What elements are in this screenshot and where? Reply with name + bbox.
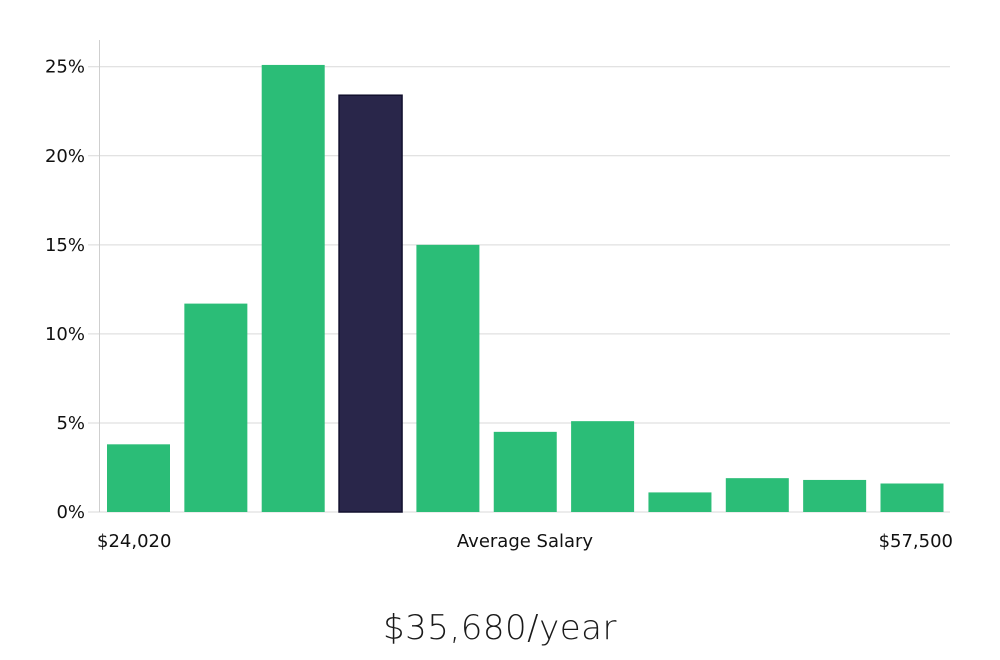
x-label-min: $24,020 bbox=[97, 531, 171, 552]
bar bbox=[493, 431, 557, 512]
y-tick-label: 10% bbox=[45, 324, 85, 345]
salary-histogram: 0%5%10%15%20%25% $24,020 Average Salary … bbox=[45, 40, 953, 552]
x-label-max: $57,500 bbox=[879, 531, 953, 552]
bar bbox=[184, 303, 248, 512]
bar bbox=[725, 478, 789, 512]
y-tick-label: 25% bbox=[45, 57, 85, 78]
bar bbox=[571, 421, 635, 512]
bar bbox=[261, 64, 325, 512]
y-tick-label: 15% bbox=[45, 235, 85, 256]
bars bbox=[107, 64, 944, 513]
bar bbox=[107, 444, 170, 512]
average-salary-value: $35,680/year bbox=[383, 608, 617, 648]
bar bbox=[803, 479, 867, 512]
bar bbox=[648, 492, 712, 512]
y-tick-label: 20% bbox=[45, 146, 85, 167]
y-tick-label: 5% bbox=[56, 413, 85, 434]
y-tick-label: 0% bbox=[56, 502, 85, 523]
bar bbox=[880, 483, 944, 512]
x-axis-title: Average Salary bbox=[457, 531, 594, 552]
bar-highlighted bbox=[338, 94, 403, 513]
bar bbox=[416, 244, 480, 512]
y-axis-ticks: 0% 5% 10% 15% 20% 25% bbox=[45, 57, 85, 523]
